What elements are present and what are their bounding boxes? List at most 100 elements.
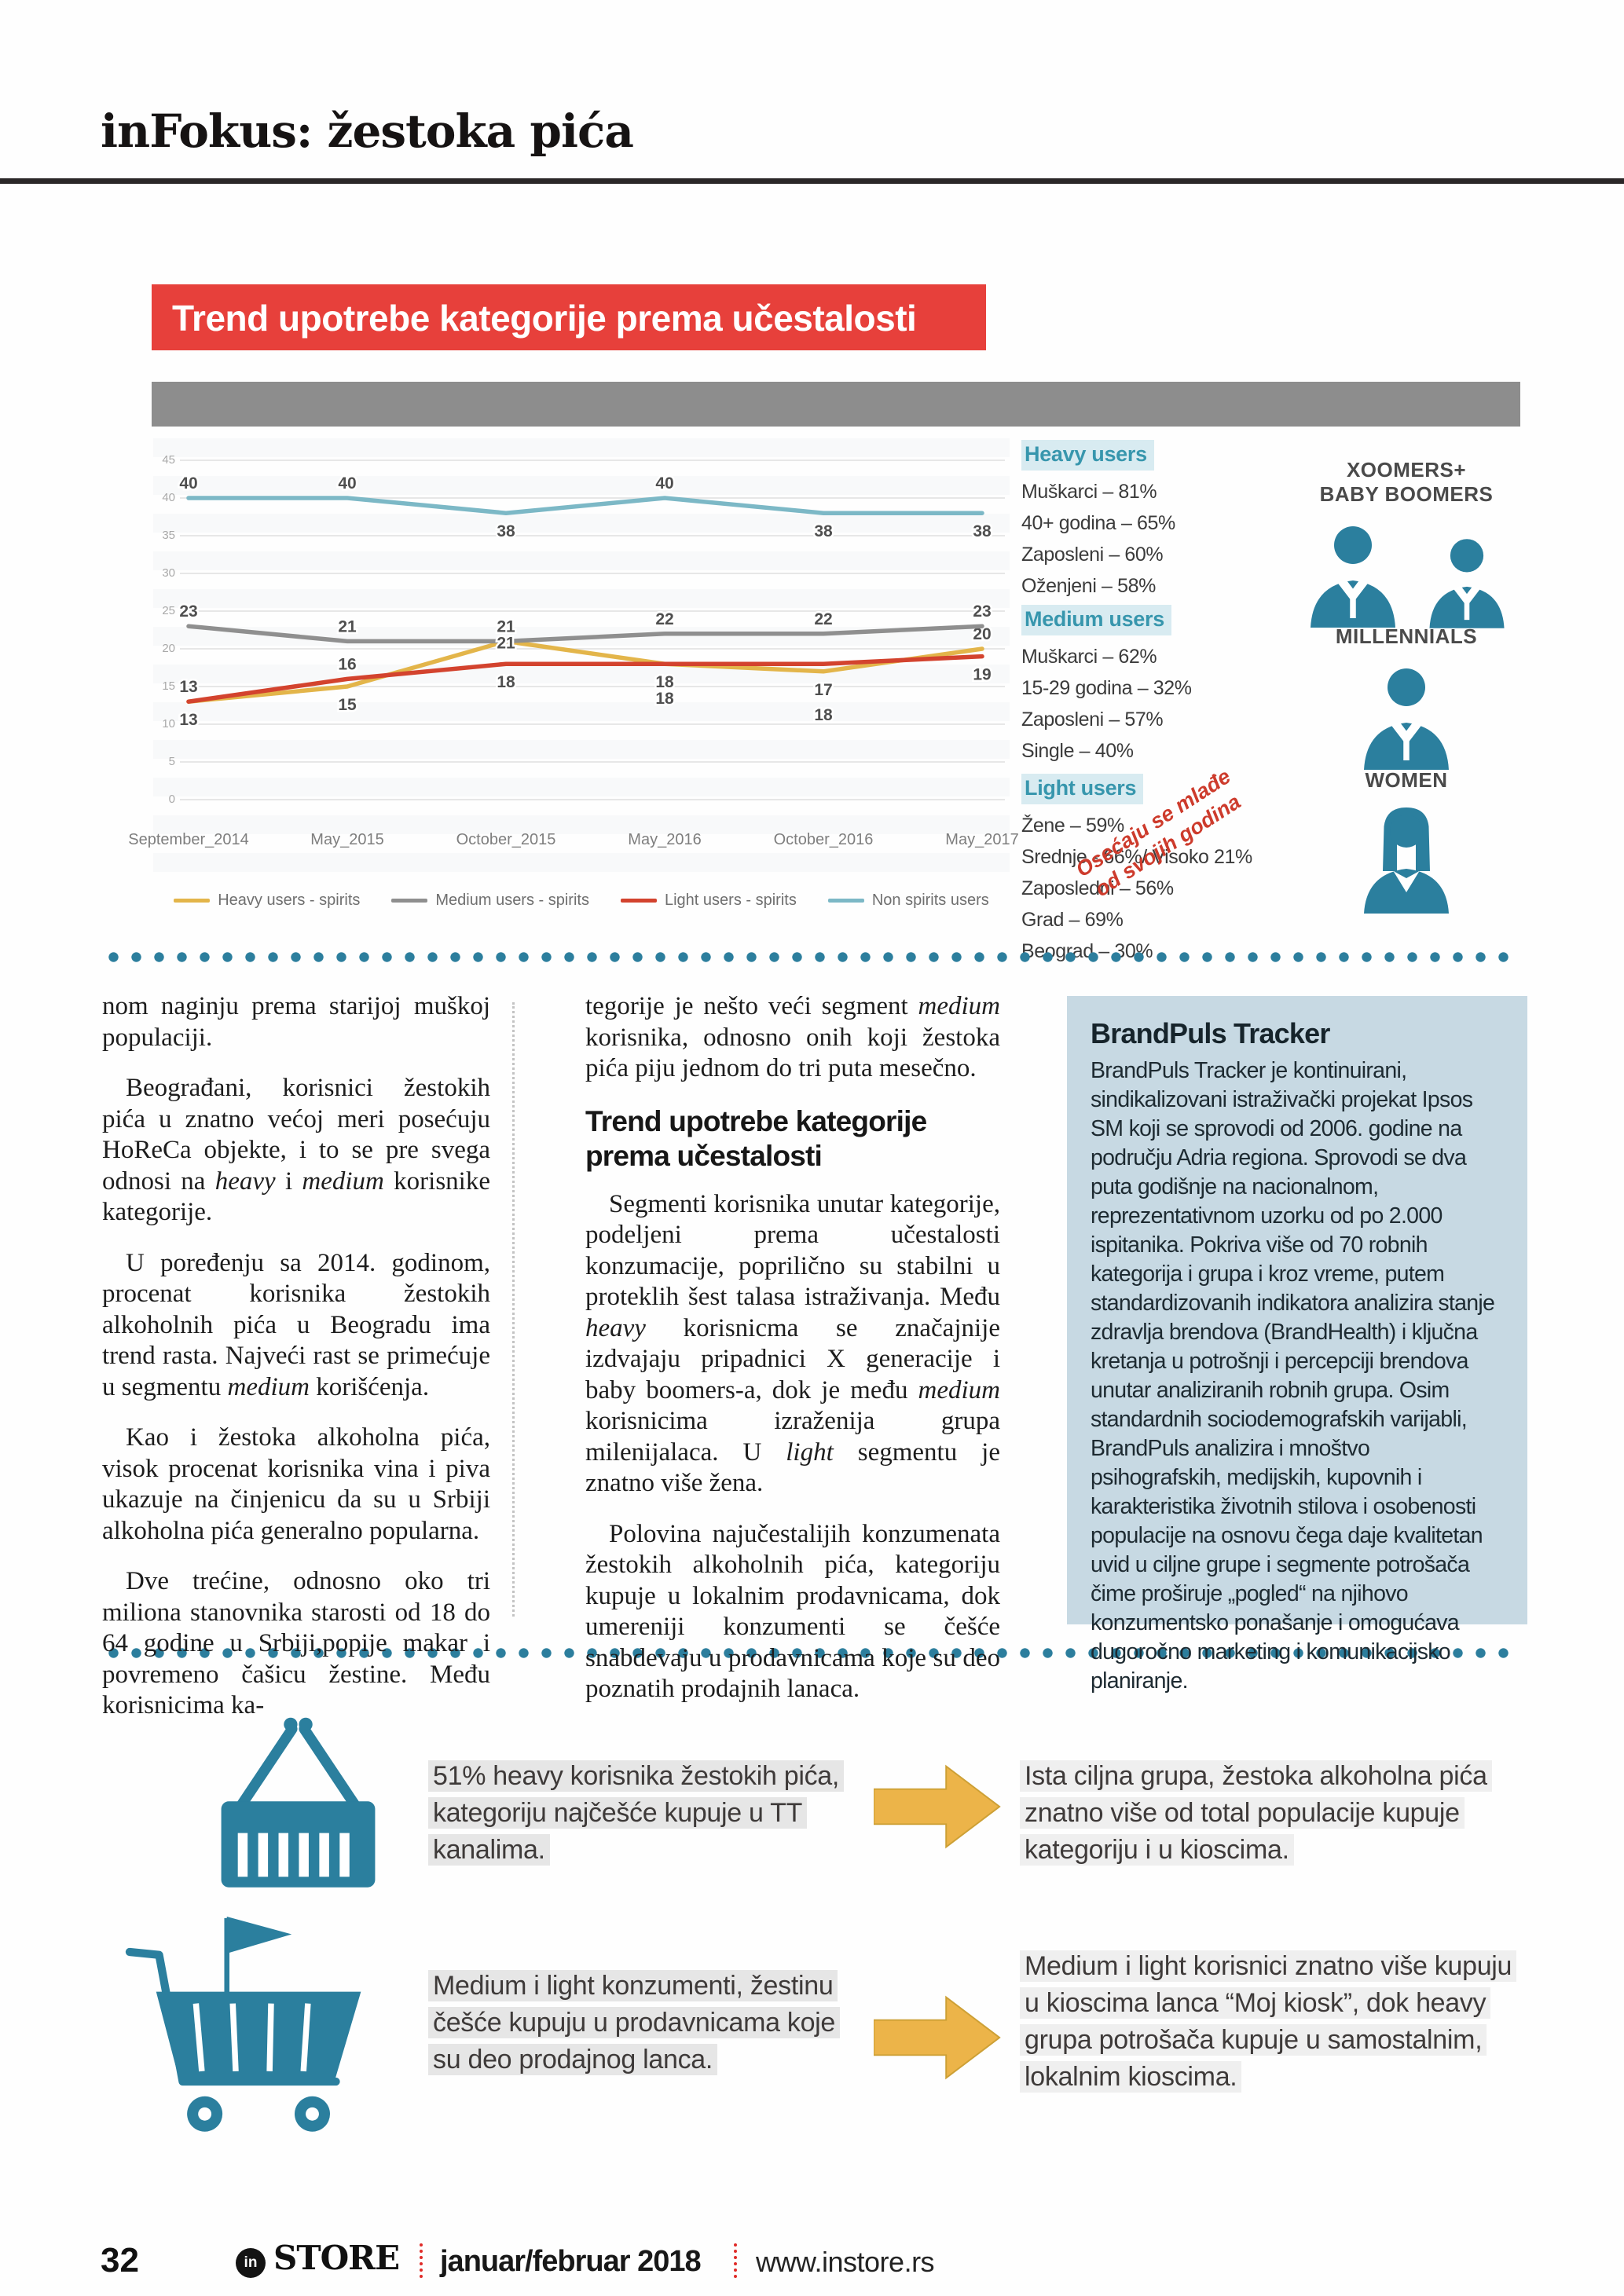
gridline (180, 648, 1005, 650)
chart-legend: Heavy users - spirits Medium users - spir… (153, 892, 1010, 908)
footer-issue: januar/februar 2018 (440, 2245, 702, 2278)
data-label: 19 (973, 666, 991, 684)
data-label: 40 (179, 474, 197, 493)
series-line (186, 654, 984, 704)
two-men-icon (1294, 514, 1519, 632)
data-label: 17 (814, 681, 832, 699)
paragraph: Segmenti korisnika unutar kategorije, po… (585, 1189, 1000, 1498)
footer-brand: STORE (273, 2239, 400, 2277)
segment-light-users: Light users Žene – 59% Srednje - 66%/ Viso… (1021, 774, 1289, 966)
paragraph: Kao i žestoka alkoholna pića, visok proc… (102, 1423, 490, 1545)
paragraph: Polovina najučestalijih konzumenata žest… (585, 1519, 1000, 1704)
data-label: 18 (655, 690, 674, 708)
legend-item: Non spirits users (827, 892, 989, 909)
article-column-2-rest: Segmenti korisnika unutar kategorije, po… (585, 1189, 1000, 1705)
info-row-1-left-text: 51% heavy korisnika žestokih pića, kateg… (428, 1758, 859, 1869)
gridline (180, 535, 1005, 536)
generation-woman: WOMEN (1281, 768, 1532, 922)
paragraph: tegorije je nešto veći segment medium ko… (585, 992, 1000, 1082)
dotted-separator-bottom (102, 1648, 1521, 1658)
legend-swatch (827, 898, 864, 903)
segment-stat: Zaposleni – 57% (1021, 708, 1164, 731)
y-axis-tick: 5 (168, 755, 175, 768)
article-column-2: tegorije je nešto veći segment medium ko… (585, 991, 1000, 1725)
y-axis-tick: 20 (162, 642, 175, 655)
arrow-right-icon (873, 1995, 1003, 2084)
data-label: 18 (497, 673, 515, 691)
segment-title: Light users (1021, 774, 1144, 804)
y-axis-tick: 0 (168, 793, 175, 806)
brandpuls-box: BrandPuls Tracker BrandPuls Tracker je k… (1067, 996, 1527, 1694)
basket-icon (206, 1712, 390, 1905)
legend-item: Medium users - spirits (391, 892, 589, 908)
info-row-2-left-text: Medium i light konzumenti, žestinu češće… (428, 1968, 859, 2078)
column-divider (512, 1002, 515, 1617)
gridline (180, 799, 1005, 800)
page-number: 32 (101, 2241, 139, 2280)
data-label: 13 (179, 711, 197, 729)
data-label: 15 (338, 696, 357, 714)
segment-stat: Žene – 59% (1021, 814, 1124, 837)
generation-label: MILLENNIALS (1335, 624, 1478, 648)
data-label: 38 (814, 522, 833, 540)
chart-title-bar: Trend upotrebe kategorije prema učestalo… (152, 284, 986, 350)
legend-swatch (620, 898, 657, 903)
y-axis-tick: 35 (162, 529, 175, 542)
chart-title: Trend upotrebe kategorije prema učestalo… (172, 298, 917, 339)
legend-item: Light users - spirits (620, 892, 797, 908)
segment-title: Heavy users (1021, 440, 1154, 471)
segment-heavy-users: Heavy users Muškarci – 81% 40+ godina – 65… (1021, 440, 1289, 601)
segment-stat: Srednje - 66%/ Visoko 21% (1021, 845, 1252, 868)
instore-logo-icon: in (236, 2248, 266, 2278)
x-axis-label: May_2016 (628, 831, 702, 848)
gridline (180, 686, 1005, 687)
data-label: 23 (973, 602, 991, 621)
generation-label: XOOMERS+ BABY BOOMERS (1319, 458, 1494, 506)
segment-stat: Zaposleni – 60% (1021, 543, 1164, 566)
y-axis-tick: 25 (162, 604, 175, 617)
data-label: 18 (814, 706, 833, 724)
legend-label: Heavy users - spirits (218, 892, 361, 909)
paragraph: Dve trećine, odnosno oko tri miliona sta… (102, 1567, 490, 1719)
segment-stat: Zaposledni – 56% (1021, 877, 1174, 899)
y-axis-tick: 15 (162, 679, 175, 693)
data-label: 13 (179, 678, 197, 696)
data-label: 38 (973, 522, 992, 540)
x-axis-label: October_2015 (456, 831, 556, 848)
dotted-separator-top (102, 952, 1521, 962)
gridline (180, 460, 1005, 461)
series-line (186, 496, 984, 515)
gridline (180, 497, 1005, 499)
generation-man: MILLENNIALS (1281, 624, 1532, 778)
info-row-1-right-text: Ista ciljna grupa, žestoka alkoholna pić… (1020, 1758, 1499, 1869)
article-column-2-intro: tegorije je nešto veći segment medium ko… (585, 991, 1000, 1085)
article-subheading: Trend upotrebe kategorije prema učestalo… (585, 1104, 927, 1172)
data-label: 40 (338, 474, 356, 493)
segment-stat: Muškarci – 81% (1021, 480, 1157, 503)
data-label: 18 (655, 673, 674, 691)
segment-stat: Single – 40% (1021, 739, 1134, 762)
legend-label: Non spirits users (871, 892, 989, 909)
segment-stat: 40+ godina – 65% (1021, 511, 1175, 534)
data-label: 21 (338, 617, 357, 635)
segment-stat: Muškarci – 62% (1021, 645, 1157, 668)
article-column-1: nom naginju prema starijoj muškoj popula… (102, 991, 490, 1741)
legend-swatch (391, 898, 428, 903)
legend-swatch (174, 898, 211, 903)
x-axis-label: September_2014 (128, 831, 249, 848)
data-label: 21 (497, 617, 515, 635)
data-label: 40 (655, 474, 673, 493)
paragraph: nom naginju prema starijoj muškoj popula… (102, 992, 490, 1052)
gridline (180, 610, 1005, 612)
x-axis-label: October_2016 (773, 831, 874, 848)
paragraph: Beograđani, korisnici žestokih pića u zn… (102, 1074, 490, 1226)
chart-gray-bar (152, 382, 1520, 427)
arrow-right-icon (873, 1764, 1003, 1853)
x-axis-label: May_2017 (945, 831, 1019, 848)
footer-separator (734, 2243, 737, 2278)
y-axis-tick: 40 (162, 491, 175, 504)
y-axis-tick: 45 (162, 453, 175, 467)
gridline (180, 723, 1005, 725)
